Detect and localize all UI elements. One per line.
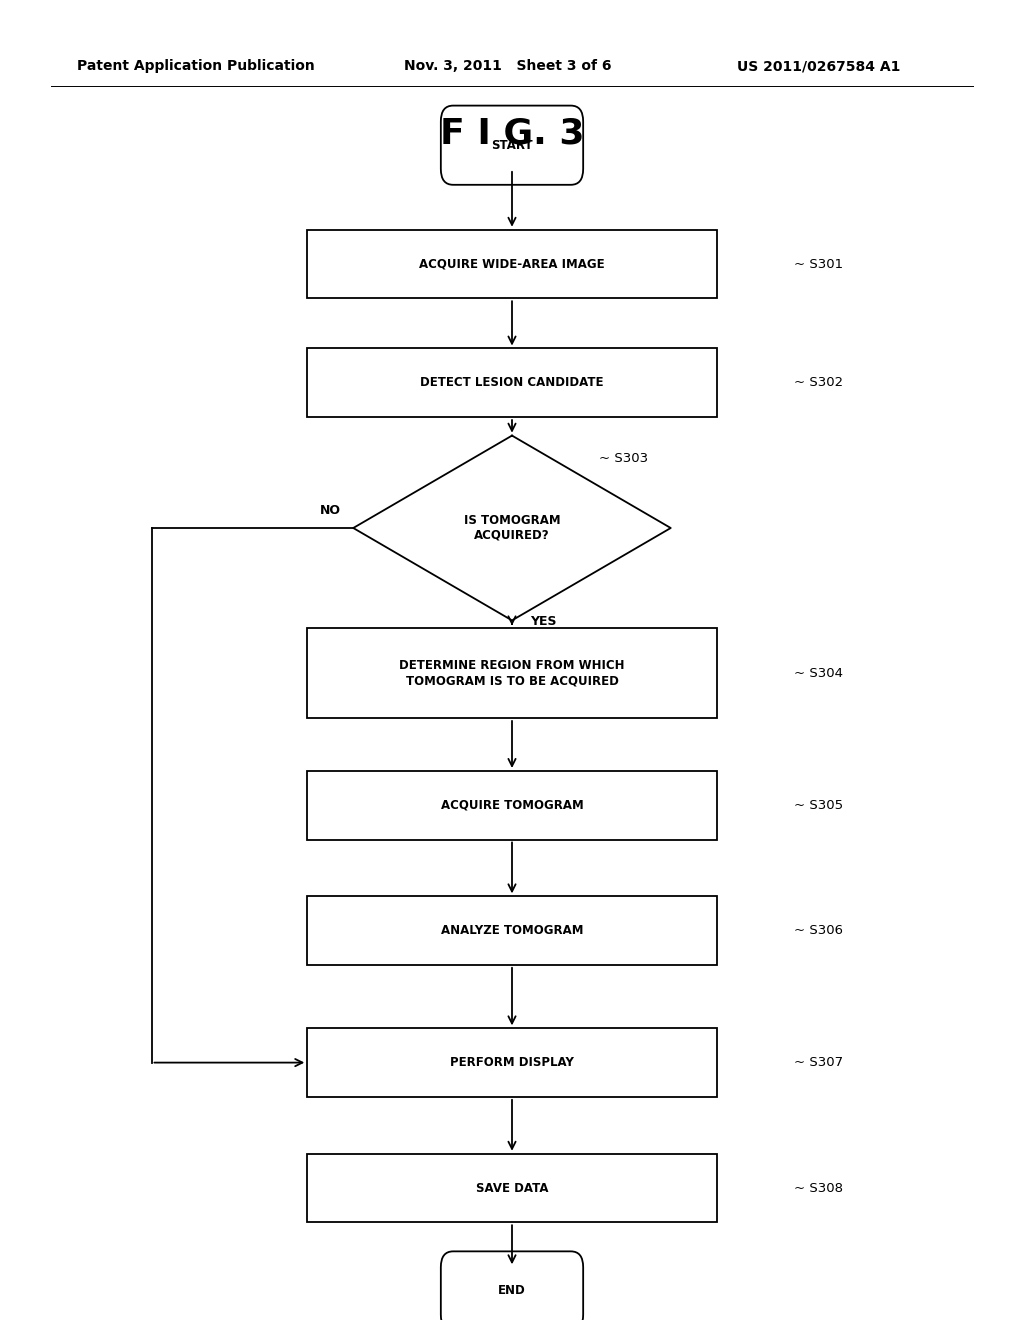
Text: SAVE DATA: SAVE DATA	[476, 1181, 548, 1195]
Text: ANALYZE TOMOGRAM: ANALYZE TOMOGRAM	[440, 924, 584, 937]
FancyBboxPatch shape	[307, 1154, 717, 1222]
Text: ACQUIRE TOMOGRAM: ACQUIRE TOMOGRAM	[440, 799, 584, 812]
Text: ~ S303: ~ S303	[599, 453, 648, 465]
Text: NO: NO	[319, 504, 341, 517]
Text: DETERMINE REGION FROM WHICH
TOMOGRAM IS TO BE ACQUIRED: DETERMINE REGION FROM WHICH TOMOGRAM IS …	[399, 659, 625, 688]
Text: START: START	[492, 139, 532, 152]
FancyBboxPatch shape	[307, 230, 717, 298]
Text: ACQUIRE WIDE-AREA IMAGE: ACQUIRE WIDE-AREA IMAGE	[419, 257, 605, 271]
Text: PERFORM DISPLAY: PERFORM DISPLAY	[451, 1056, 573, 1069]
FancyBboxPatch shape	[307, 896, 717, 965]
Text: Patent Application Publication: Patent Application Publication	[77, 59, 314, 74]
Text: ~ S304: ~ S304	[794, 667, 843, 680]
Text: IS TOMOGRAM
ACQUIRED?: IS TOMOGRAM ACQUIRED?	[464, 513, 560, 543]
FancyBboxPatch shape	[307, 628, 717, 718]
FancyBboxPatch shape	[307, 348, 717, 417]
Text: ~ S307: ~ S307	[794, 1056, 843, 1069]
Text: ~ S305: ~ S305	[794, 799, 843, 812]
FancyBboxPatch shape	[307, 771, 717, 840]
FancyBboxPatch shape	[307, 1028, 717, 1097]
Text: ~ S302: ~ S302	[794, 376, 843, 389]
Text: DETECT LESION CANDIDATE: DETECT LESION CANDIDATE	[420, 376, 604, 389]
FancyBboxPatch shape	[440, 106, 584, 185]
Text: ~ S306: ~ S306	[794, 924, 843, 937]
Text: US 2011/0267584 A1: US 2011/0267584 A1	[737, 59, 901, 74]
Text: F I G. 3: F I G. 3	[439, 116, 585, 150]
FancyBboxPatch shape	[440, 1251, 584, 1320]
Text: ~ S308: ~ S308	[794, 1181, 843, 1195]
Text: END: END	[498, 1284, 526, 1298]
Text: Nov. 3, 2011   Sheet 3 of 6: Nov. 3, 2011 Sheet 3 of 6	[404, 59, 612, 74]
Text: YES: YES	[530, 615, 557, 628]
Text: ~ S301: ~ S301	[794, 257, 843, 271]
